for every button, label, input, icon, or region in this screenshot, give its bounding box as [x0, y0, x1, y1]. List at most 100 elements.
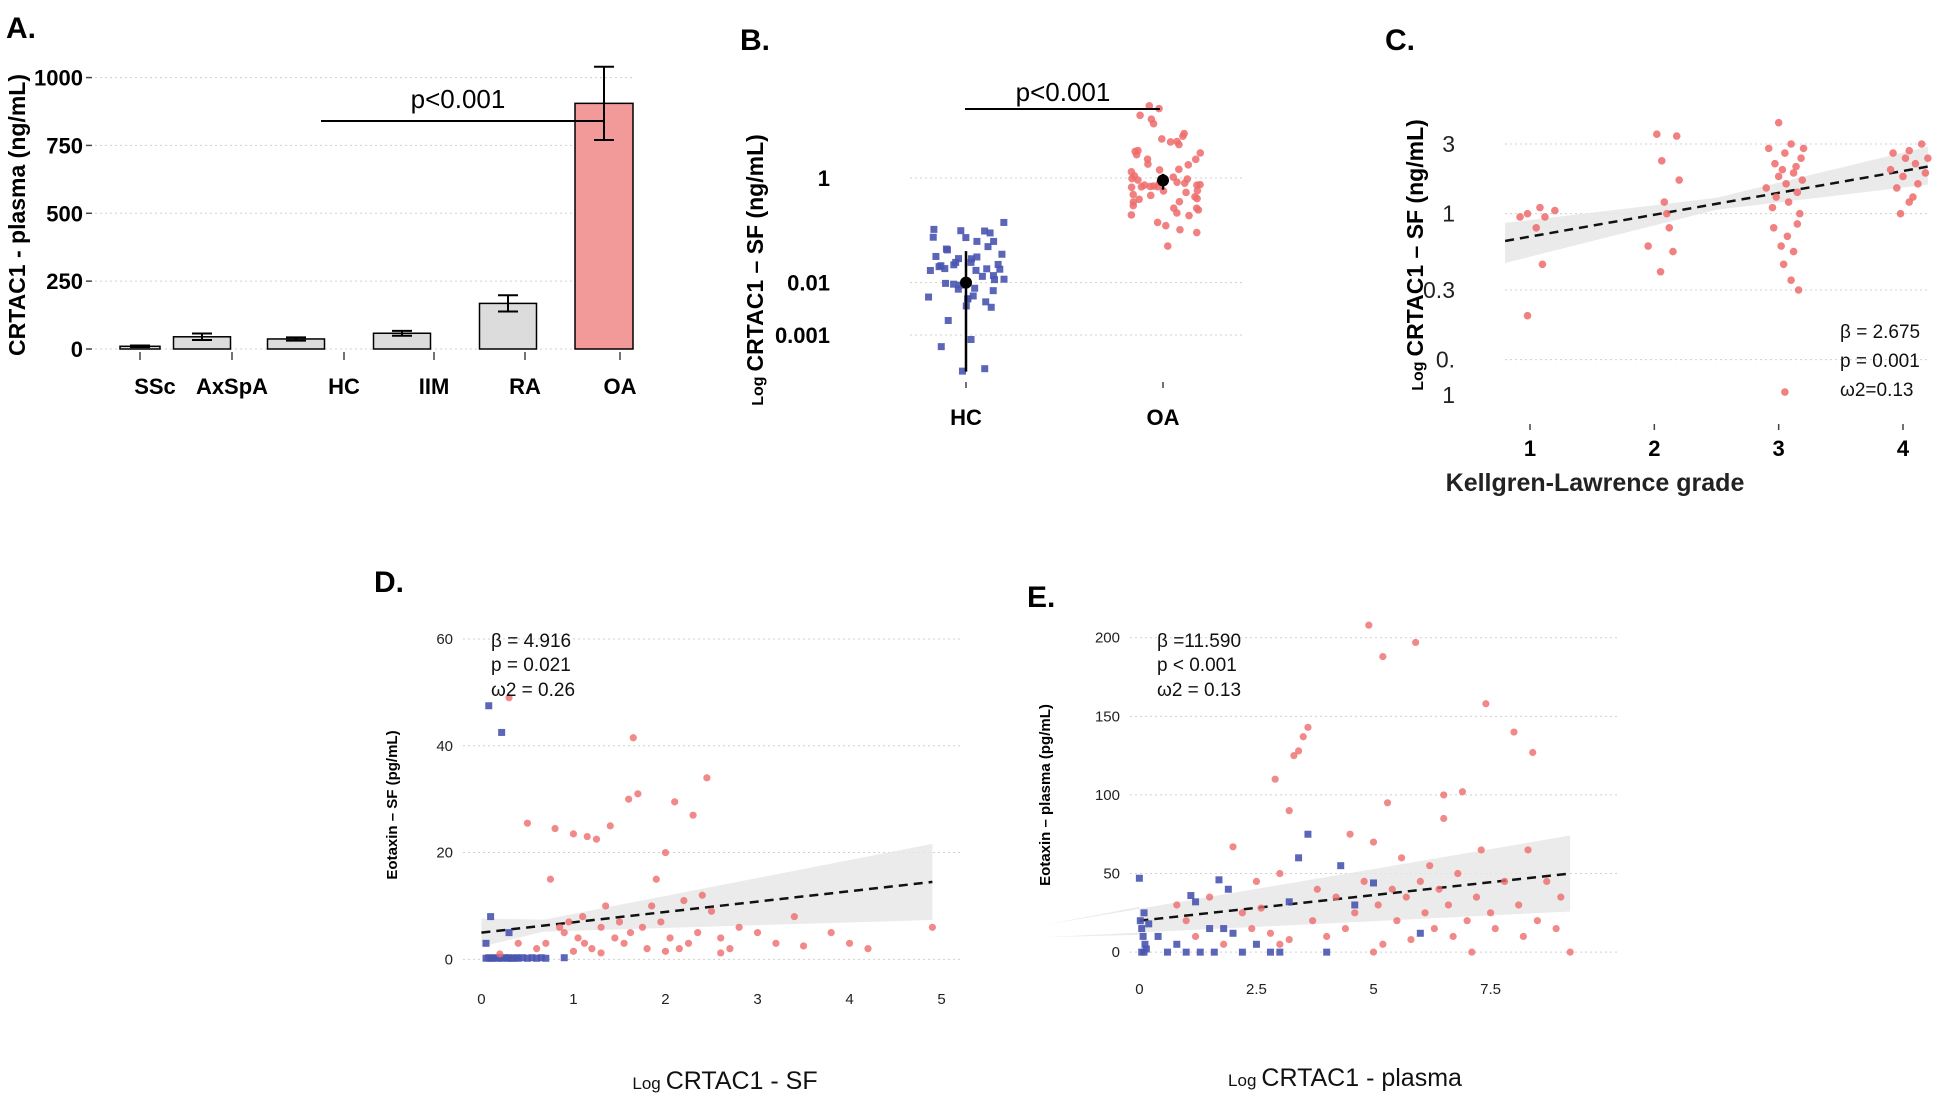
- panel-e-point-hc-25: [1266, 948, 1274, 956]
- panel-c-point-57: [1921, 169, 1930, 177]
- panel-c-label: C.: [1385, 24, 1415, 57]
- panel-e-point-oa-61: [1533, 917, 1541, 925]
- panel-d-point-oa-18: [597, 923, 605, 931]
- panel-b-point-oa-3: [1161, 221, 1170, 230]
- panel-b-median-oa: [1157, 174, 1169, 187]
- panel-d-xtick-3: 3: [753, 991, 761, 1008]
- panel-b-point-oa-54: [1180, 129, 1188, 138]
- panel-e-point-hc-8: [1142, 945, 1150, 953]
- panel-b-point-hc-3: [958, 367, 966, 375]
- panel-e-point-oa-64: [1557, 893, 1565, 901]
- panel-d-point-oa-2: [514, 939, 522, 947]
- panel-d-point-oa-30: [648, 902, 656, 910]
- panel-d-point-oa-50: [799, 942, 808, 950]
- panel-c-ytick-0: 0.: [1436, 347, 1455, 373]
- panel-b-point-hc-23: [972, 266, 980, 274]
- panel-c-point-38: [1793, 188, 1802, 197]
- panel-c-point-26: [1777, 242, 1785, 250]
- panel-d-xtick-1: 1: [569, 991, 577, 1008]
- panel-b-label: B.: [740, 24, 770, 57]
- panel-d-point-oa-17: [592, 835, 601, 843]
- panel-e-point-oa-38: [1416, 877, 1424, 885]
- panel-e-point-oa-49: [1468, 948, 1476, 956]
- panel-e-point-oa-48: [1463, 917, 1471, 925]
- panel-c-ylabel-prefix: Log: [1410, 361, 1427, 390]
- panel-e-point-oa-41: [1430, 924, 1438, 933]
- panel-b-point-oa-51: [1173, 137, 1181, 146]
- panel-e-point-oa-44: [1444, 901, 1453, 909]
- panel-e-point-hc-32: [1351, 901, 1359, 909]
- panel-d-stat-beta: β = 4.916: [491, 631, 571, 652]
- panel-d-point-oa-22: [615, 918, 624, 926]
- panel-e-point-hc-19: [1215, 876, 1223, 884]
- panel-d-point-oa-27: [634, 790, 642, 798]
- panel-b-point-hc-4: [944, 317, 952, 325]
- panel-e-point-oa-17: [1299, 733, 1307, 741]
- panel-c-point-36: [1789, 247, 1798, 256]
- panel-b-ytick-0: 0.001: [775, 323, 830, 348]
- panel-b-point-oa-2: [1176, 225, 1184, 234]
- panel-d-point-oa-1: [496, 950, 504, 958]
- panel-b-point-hc-46: [981, 227, 989, 235]
- panel-d-point-hc-25: [505, 929, 513, 937]
- panel-e-point-hc-29: [1304, 830, 1312, 838]
- panel-e-point-oa-8: [1252, 877, 1261, 885]
- panel-c-point-8: [1644, 242, 1652, 250]
- panel-e-xlabel: Log CRTAC1 - plasma: [1228, 1064, 1462, 1092]
- panel-e-point-oa-52: [1482, 700, 1490, 708]
- panel-b-point-oa-10: [1169, 204, 1178, 212]
- panel-e-point-oa-2: [1191, 932, 1200, 941]
- panel-e-xtick-1: 2.5: [1246, 981, 1267, 998]
- panel-c-xlabel: Kellgren-Lawrence grade: [1446, 469, 1745, 497]
- panel-c-point-0: [1516, 213, 1524, 221]
- panel-c-point-29: [1781, 149, 1789, 157]
- panel-b-point-oa-57: [1136, 111, 1144, 120]
- panel-b-point-oa-38: [1155, 166, 1164, 174]
- panel-b-point-hc-16: [956, 281, 964, 289]
- panel-d-xlabel: Log CRTAC1 - SF: [632, 1067, 817, 1095]
- panel-b-point-oa-48: [1131, 147, 1139, 156]
- panel-b-point-hc-36: [973, 253, 981, 261]
- panel-c-point-6: [1538, 260, 1547, 269]
- panel-d-point-oa-40: [694, 929, 702, 937]
- panel-d-point-hc-19: [537, 954, 545, 962]
- panel-c-point-21: [1769, 224, 1778, 232]
- panel-b-point-oa-20: [1129, 190, 1138, 199]
- panel-e-point-hc-17: [1206, 925, 1214, 933]
- panel-b-point-hc-11: [969, 292, 977, 300]
- panel-e-point-oa-19: [1309, 917, 1317, 925]
- panel-b-point-hc-43: [929, 233, 937, 241]
- panel-e-point-oa-4: [1220, 940, 1228, 948]
- panel-d-point-oa-24: [625, 795, 633, 803]
- panel-d-point-oa-37: [680, 897, 688, 905]
- panel-b-point-hc-48: [957, 227, 965, 235]
- panel-b-point-hc-40: [984, 243, 992, 251]
- panel-d-point-hc-20: [542, 954, 550, 962]
- panel-d-label: D.: [374, 566, 404, 599]
- panel-b-point-oa-39: [1127, 167, 1136, 176]
- panel-e-point-hc-3: [1139, 932, 1147, 940]
- panel-c-point-58: [1924, 154, 1932, 162]
- panel-c-point-56: [1917, 140, 1926, 148]
- panel-c-ytick-2: 1: [1442, 201, 1455, 227]
- panel-e-point-oa-10: [1266, 929, 1275, 937]
- panel-e-point-oa-23: [1341, 924, 1350, 933]
- panel-e-point-oa-28: [1374, 901, 1382, 909]
- panel-e-point-oa-15: [1290, 752, 1298, 760]
- panel-d-point-oa-8: [556, 923, 564, 931]
- panel-d-point-oa-52: [845, 939, 854, 947]
- panel-b-point-hc-26: [983, 265, 991, 273]
- panel-d-point-oa-10: [565, 918, 573, 926]
- panel-d-point-hc-15: [519, 954, 527, 962]
- panel-d-point-hc-18: [533, 954, 541, 962]
- panel-e-point-hc-10: [1154, 932, 1162, 940]
- panel-b-point-hc-28: [994, 260, 1002, 268]
- panel-c-point-50: [1899, 172, 1907, 181]
- panel-d-point-oa-54: [928, 923, 936, 931]
- panel-b-point-hc-39: [943, 246, 951, 254]
- panel-e-point-hc-2: [1138, 925, 1146, 933]
- panel-c-point-18: [1762, 184, 1771, 192]
- panel-e-point-oa-65: [1566, 948, 1574, 956]
- panel-d-point-oa-47: [753, 929, 762, 937]
- panel-e-point-hc-18: [1210, 948, 1218, 956]
